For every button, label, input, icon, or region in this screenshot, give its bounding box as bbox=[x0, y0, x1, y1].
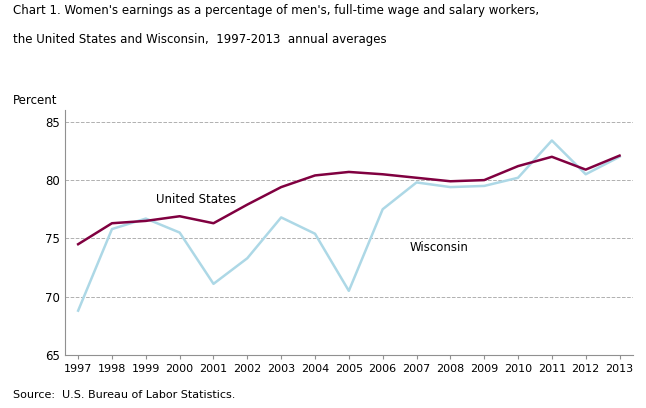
Text: the United States and Wisconsin,  1997-2013  annual averages: the United States and Wisconsin, 1997-20… bbox=[13, 33, 386, 46]
Text: Percent: Percent bbox=[13, 94, 57, 107]
Text: Wisconsin: Wisconsin bbox=[410, 241, 468, 254]
Text: Chart 1. Women's earnings as a percentage of men's, full-time wage and salary wo: Chart 1. Women's earnings as a percentag… bbox=[13, 4, 539, 17]
Text: United States: United States bbox=[156, 193, 236, 206]
Text: Source:  U.S. Bureau of Labor Statistics.: Source: U.S. Bureau of Labor Statistics. bbox=[13, 390, 235, 400]
